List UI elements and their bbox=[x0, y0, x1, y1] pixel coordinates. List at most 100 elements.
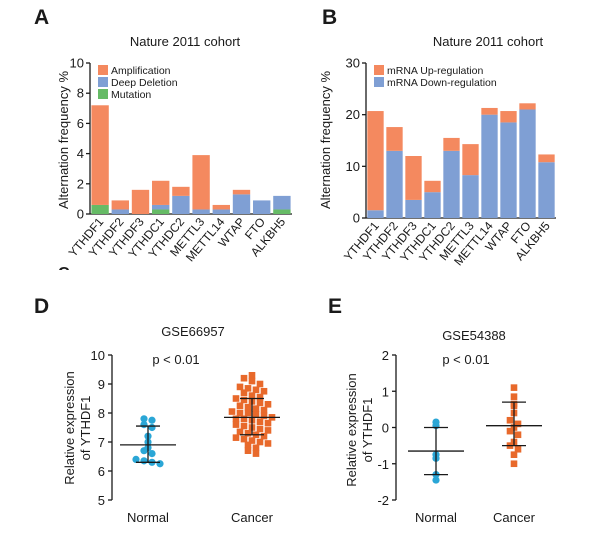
panel-letter-a: A bbox=[34, 6, 49, 29]
panel-d-point-cancer bbox=[256, 399, 264, 407]
panel-a-ytick-label: 2 bbox=[77, 176, 84, 191]
panel-b-bar-mrna-down-regulation bbox=[481, 114, 498, 218]
panel-e-xtick-label: Normal bbox=[415, 510, 457, 525]
panel-d-point-cancer bbox=[236, 409, 244, 417]
panel-b-bar-mrna-up-regulation bbox=[462, 144, 479, 176]
panel-a-bar-amplification bbox=[111, 200, 129, 210]
panel-b-title: Nature 2011 cohort bbox=[433, 34, 544, 49]
panel-d-point-cancer bbox=[240, 374, 248, 382]
panel-e-ytick-label: 2 bbox=[382, 348, 389, 363]
panel-d-point-cancer bbox=[244, 441, 252, 449]
panel-d-point-cancer bbox=[252, 386, 260, 394]
panel-e-point-cancer bbox=[510, 393, 518, 400]
panel-a-chart: Nature 2011 cohort Alternation frequency… bbox=[56, 34, 292, 264]
panel-a-bar-mutation bbox=[91, 204, 109, 214]
panel-b-legend-label: mRNA Up-regulation bbox=[387, 65, 483, 77]
panel-a-bar-deep-deletion bbox=[172, 195, 190, 214]
panel-a-legend-label: Mutation bbox=[111, 89, 151, 101]
panel-a-bar-amplification bbox=[212, 204, 230, 210]
panel-a-ytick-label: 8 bbox=[77, 86, 84, 101]
panel-b-bar-mrna-down-regulation bbox=[367, 210, 384, 218]
panel-a-legend-swatch bbox=[98, 65, 108, 75]
panel-e-ylabel-line1: Relative expression bbox=[344, 373, 359, 486]
panel-b-bar-mrna-down-regulation bbox=[462, 175, 479, 218]
panel-d-point-normal bbox=[148, 416, 156, 424]
panel-e-pvalue: p < 0.01 bbox=[442, 352, 489, 367]
panel-b-bar-mrna-up-regulation bbox=[538, 154, 555, 163]
panel-d-ylabel-line2: of YTHDF1 bbox=[78, 396, 93, 461]
panel-e-point-cancer bbox=[510, 460, 518, 468]
panel-b-bar-mrna-up-regulation bbox=[424, 180, 441, 193]
panel-letter-b: B bbox=[322, 6, 337, 29]
panel-b-ylabel: Alternation frequency % bbox=[318, 71, 333, 209]
panel-a-ytick-label: 6 bbox=[77, 116, 84, 131]
panel-d-ytick-label: 8 bbox=[98, 406, 105, 421]
panel-d-point-cancer bbox=[232, 395, 240, 402]
panel-d-point-cancer bbox=[256, 438, 264, 446]
panel-b-bar-mrna-down-regulation bbox=[443, 150, 460, 218]
panel-a-bar-amplification bbox=[152, 180, 170, 205]
panel-d-point-cancer bbox=[252, 444, 260, 452]
panel-b-bar-mrna-up-regulation bbox=[500, 111, 517, 123]
panel-e-point-cancer bbox=[514, 445, 522, 453]
panel-d-point-normal bbox=[140, 447, 148, 455]
panel-b-bar-mrna-up-regulation bbox=[367, 111, 384, 211]
panel-a-bar-deep-deletion bbox=[273, 195, 291, 210]
panel-d-point-cancer bbox=[236, 402, 244, 410]
panel-a-legend-label: Amplification bbox=[111, 65, 171, 77]
panel-a-legend-swatch bbox=[98, 89, 108, 99]
panel-d-point-cancer bbox=[252, 411, 260, 418]
panel-a-bar-mutation bbox=[152, 209, 170, 214]
panel-d-point-cancer bbox=[236, 428, 244, 436]
panel-d-point-cancer bbox=[244, 385, 252, 392]
panel-b-legend-swatch bbox=[374, 77, 384, 87]
panel-b-ytick-label: 0 bbox=[353, 211, 360, 226]
panel-d-point-cancer bbox=[240, 396, 248, 404]
panel-d-point-cancer bbox=[248, 392, 256, 399]
panel-b-ytick-label: 10 bbox=[346, 159, 360, 174]
panel-b-bar-mrna-up-regulation bbox=[386, 127, 403, 151]
panel-d-point-cancer bbox=[260, 406, 268, 414]
panel-letter-e: E bbox=[328, 295, 342, 318]
panel-a-bar-amplification bbox=[131, 189, 150, 214]
panel-d-point-cancer bbox=[248, 377, 256, 385]
panel-a-legend-swatch bbox=[98, 77, 108, 87]
panel-b-bar-mrna-down-regulation bbox=[519, 109, 536, 218]
panel-d-point-normal bbox=[148, 423, 156, 432]
panel-e-point-cancer bbox=[506, 416, 514, 424]
panel-e-point-cancer bbox=[506, 427, 514, 435]
panel-b-bar-mrna-down-regulation bbox=[386, 150, 403, 218]
panel-d-point-cancer bbox=[260, 387, 268, 395]
panel-d-point-cancer bbox=[240, 422, 248, 430]
panel-d-point-cancer bbox=[256, 393, 264, 401]
panel-b-bar-mrna-up-regulation bbox=[481, 107, 498, 115]
panel-b-bar-mrna-down-regulation bbox=[405, 199, 422, 218]
panel-a-title: Nature 2011 cohort bbox=[130, 34, 241, 49]
panel-d-ylabel-line1: Relative expression bbox=[62, 371, 77, 484]
panel-d-point-cancer bbox=[260, 412, 268, 420]
panel-d-point-normal bbox=[140, 421, 148, 429]
panel-d-point-cancer bbox=[264, 419, 272, 427]
panel-e-title: GSE54388 bbox=[442, 328, 506, 343]
panel-b-bar-mrna-up-regulation bbox=[443, 137, 460, 151]
panel-b-chart: Nature 2011 cohort Alternation frequency… bbox=[318, 34, 556, 268]
panel-d-point-cancer bbox=[248, 437, 256, 444]
panel-d-point-cancer bbox=[240, 435, 248, 443]
panel-e-point-normal bbox=[432, 476, 440, 484]
panel-d-point-cancer bbox=[264, 401, 272, 408]
panel-d-point-cancer bbox=[232, 421, 240, 428]
panel-b-bar-mrna-down-regulation bbox=[500, 122, 517, 218]
panel-e-point-cancer bbox=[514, 420, 522, 428]
panel-d-chart: GSE66957 p < 0.01 Relative expression of… bbox=[62, 324, 280, 525]
panel-d-point-cancer bbox=[244, 430, 252, 437]
panel-d-xtick-label: Normal bbox=[127, 510, 169, 525]
panel-a-bar-amplification bbox=[172, 186, 190, 196]
panel-d-pvalue: p < 0.01 bbox=[152, 352, 199, 367]
panel-d-title: GSE66957 bbox=[161, 324, 225, 339]
panel-d-ytick-label: 10 bbox=[91, 348, 105, 363]
panel-letter-c: C bbox=[58, 265, 70, 282]
panel-e-ytick-label: 0 bbox=[382, 421, 389, 436]
panel-a-bar-deep-deletion bbox=[232, 194, 251, 214]
panel-e-ylabel-line2: of YTHDF1 bbox=[360, 398, 375, 463]
panel-a-bar-mutation bbox=[273, 209, 291, 214]
